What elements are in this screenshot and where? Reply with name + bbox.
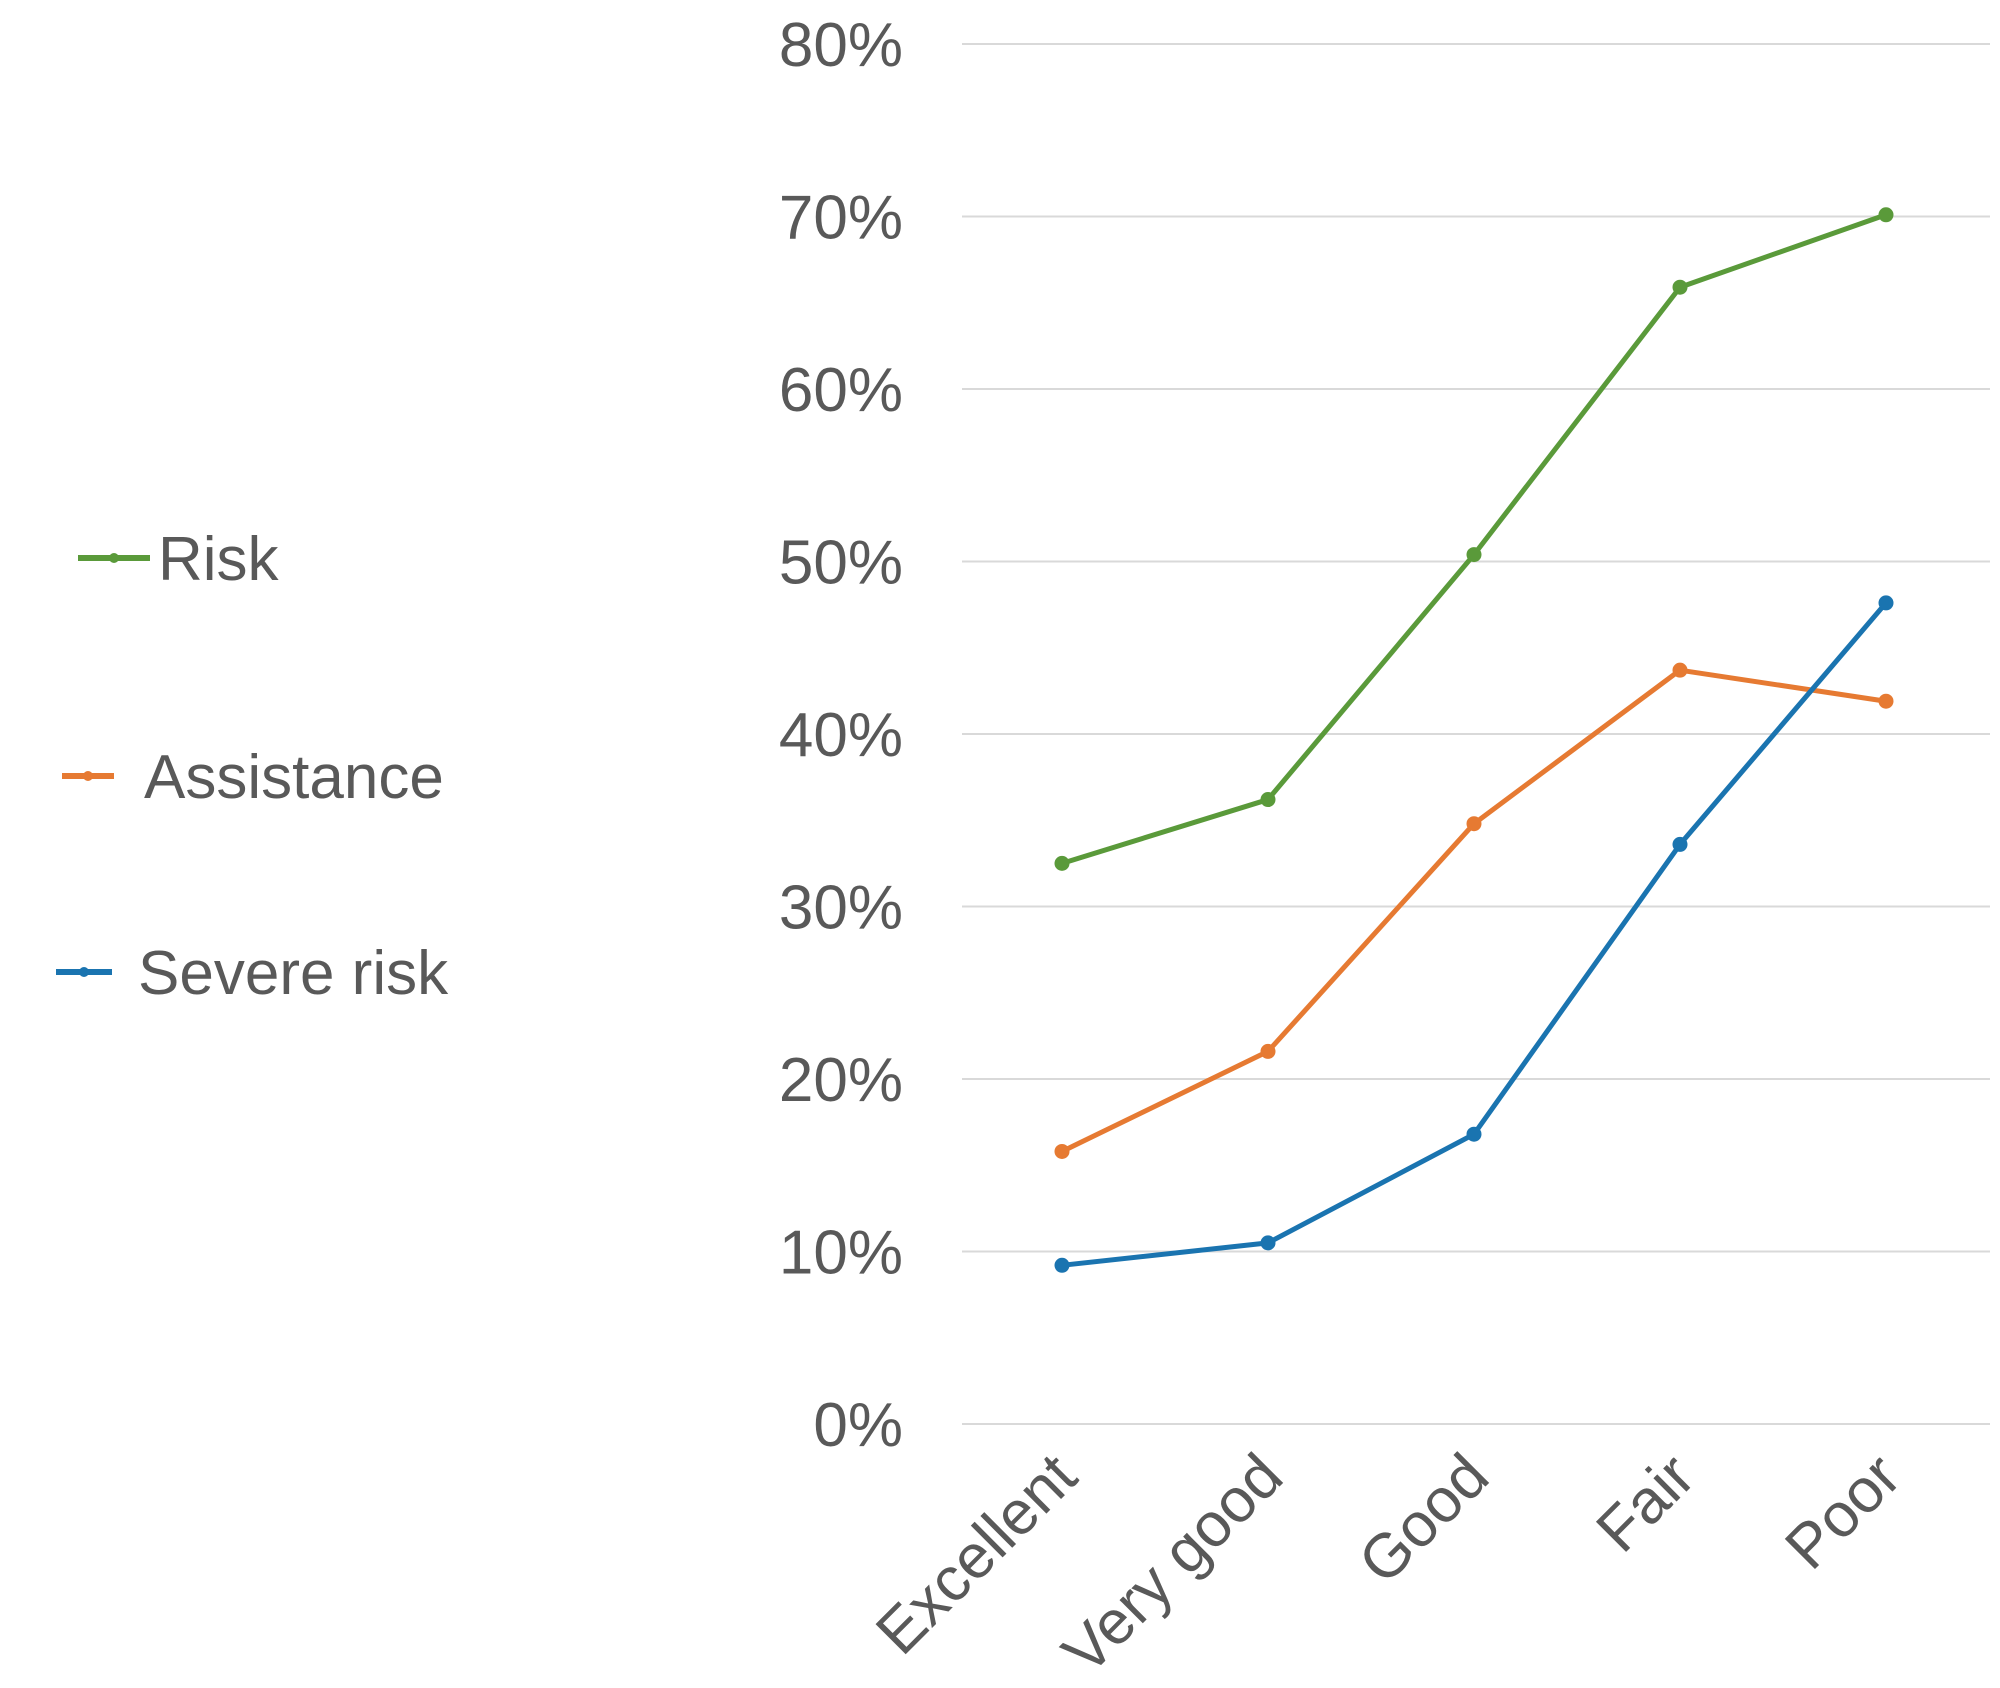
y-tick-label: 30% <box>779 874 903 943</box>
data-point <box>1467 1127 1482 1142</box>
legend-label: Assistance <box>144 743 444 812</box>
legend-label: Risk <box>158 525 280 594</box>
y-tick-label: 70% <box>779 184 903 253</box>
data-point <box>1673 663 1688 678</box>
y-tick-label: 50% <box>779 529 903 598</box>
data-point <box>1261 1235 1276 1250</box>
series-lines <box>1055 207 1894 1273</box>
legend-item: Severe risk <box>56 939 449 1008</box>
data-point <box>1261 1044 1276 1059</box>
x-tick-label: Fair <box>1584 1441 1708 1565</box>
legend-label: Severe risk <box>138 939 449 1008</box>
data-point <box>1673 837 1688 852</box>
y-tick-label: 10% <box>779 1219 903 1288</box>
legend-item: Risk <box>78 525 280 594</box>
data-point <box>1055 1258 1070 1273</box>
legend-marker-icon <box>79 967 89 977</box>
data-point <box>1879 207 1894 222</box>
legend: Risk Assistance Severe risk <box>56 525 449 1008</box>
y-axis-tick-labels: 0% 10% 20% 30% 40% 50% 60% 70% 80% <box>779 11 903 1460</box>
data-point <box>1467 816 1482 831</box>
x-tick-label: Good <box>1346 1441 1502 1597</box>
series-line <box>1062 603 1886 1265</box>
data-point <box>1879 694 1894 709</box>
y-tick-label: 20% <box>779 1046 903 1115</box>
series-assistance <box>1055 663 1894 1159</box>
y-tick-label: 40% <box>779 701 903 770</box>
data-point <box>1055 1144 1070 1159</box>
y-tick-label: 80% <box>779 11 903 80</box>
y-tick-label: 0% <box>813 1391 903 1460</box>
data-point <box>1673 280 1688 295</box>
data-point <box>1467 547 1482 562</box>
legend-item: Assistance <box>62 743 444 812</box>
legend-marker-icon <box>83 771 93 781</box>
data-point <box>1261 792 1276 807</box>
data-point <box>1055 856 1070 871</box>
series-severe-risk <box>1055 595 1894 1272</box>
series-risk <box>1055 207 1894 871</box>
x-tick-label: Poor <box>1773 1441 1914 1582</box>
gridlines <box>962 44 1990 1424</box>
legend-marker-icon <box>109 553 119 563</box>
y-tick-label: 60% <box>779 356 903 425</box>
x-tick-label: Very good <box>1050 1441 1296 1687</box>
data-point <box>1879 595 1894 610</box>
series-line <box>1062 215 1886 864</box>
